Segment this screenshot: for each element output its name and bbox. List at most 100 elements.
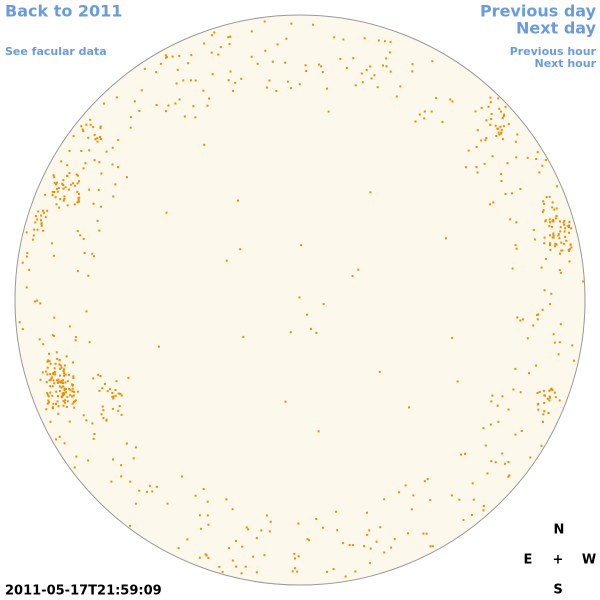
facula: [227, 79, 230, 82]
facula: [100, 413, 103, 416]
facula: [497, 420, 500, 423]
facula: [563, 219, 566, 222]
facula: [568, 260, 571, 263]
facula: [48, 352, 50, 355]
facula: [33, 228, 36, 231]
facula: [293, 552, 296, 555]
facula: [67, 188, 70, 191]
facula: [57, 380, 60, 383]
facula: [114, 183, 117, 186]
previous-hour-link[interactable]: Previous hour: [510, 45, 597, 58]
facula: [538, 171, 541, 174]
facula: [205, 554, 208, 557]
facula: [54, 196, 57, 199]
facular-link[interactable]: See facular data: [5, 45, 107, 58]
facula: [227, 36, 230, 39]
facula: [53, 181, 56, 184]
next-day-link[interactable]: Next day: [516, 19, 597, 38]
facula: [49, 385, 52, 388]
facula: [557, 234, 560, 237]
facula: [66, 380, 69, 383]
facula: [34, 215, 37, 218]
facula: [62, 385, 65, 388]
facula: [540, 444, 543, 447]
facula: [482, 509, 485, 512]
facula: [532, 229, 535, 231]
facula: [182, 79, 185, 82]
facula: [558, 269, 561, 272]
facula: [181, 475, 183, 478]
facula: [265, 86, 268, 89]
facula: [412, 494, 415, 497]
facula: [199, 527, 202, 530]
facula: [514, 140, 517, 143]
facula: [449, 98, 452, 101]
facula: [99, 126, 102, 129]
facula: [423, 480, 426, 483]
facula: [404, 484, 407, 487]
facula: [52, 254, 55, 257]
facula: [546, 397, 549, 400]
facula: [115, 380, 118, 383]
facula: [103, 383, 106, 385]
compass-center: +: [553, 553, 564, 568]
facula: [544, 219, 547, 222]
facula: [92, 437, 95, 440]
facula: [451, 336, 454, 339]
facula: [98, 389, 101, 392]
facula: [556, 185, 558, 188]
facula: [151, 490, 154, 493]
facula: [206, 514, 209, 517]
facula: [82, 167, 85, 170]
facula: [568, 250, 571, 252]
facula: [502, 125, 505, 128]
facula: [242, 335, 245, 338]
next-hour-link[interactable]: Next hour: [535, 57, 597, 70]
facula: [32, 234, 35, 237]
facula: [504, 105, 507, 108]
facula: [83, 252, 86, 254]
facula: [304, 64, 307, 67]
facula: [89, 118, 92, 121]
facula: [138, 489, 141, 492]
facula: [241, 545, 244, 548]
facula: [560, 249, 563, 252]
facula: [357, 268, 360, 271]
facula: [550, 225, 553, 228]
facula: [332, 568, 335, 571]
facula: [542, 389, 545, 392]
facula: [450, 494, 453, 497]
facula: [363, 37, 366, 40]
facula: [501, 452, 504, 455]
facula: [53, 382, 56, 385]
back-link[interactable]: Back to 2011: [5, 2, 122, 21]
facula: [557, 353, 560, 356]
facula: [47, 395, 50, 398]
facula: [398, 491, 401, 494]
facula: [101, 387, 104, 390]
facula: [552, 220, 555, 223]
facula: [65, 355, 68, 358]
previous-day-link[interactable]: Previous day: [480, 2, 597, 21]
facula: [537, 402, 540, 405]
facula: [467, 149, 470, 152]
facula: [548, 234, 551, 237]
facula: [76, 182, 79, 185]
facula: [58, 206, 61, 209]
facula: [564, 227, 567, 230]
facula: [60, 381, 63, 384]
facula: [66, 204, 69, 207]
facula: [445, 237, 447, 240]
facula: [429, 545, 432, 548]
facula: [91, 252, 94, 255]
facula: [490, 460, 493, 463]
facula: [519, 187, 522, 190]
facula: [39, 302, 42, 305]
facula: [559, 323, 562, 326]
facula: [543, 394, 546, 397]
facula: [56, 400, 59, 403]
facula: [514, 433, 517, 436]
facula: [322, 526, 324, 529]
facula: [385, 65, 388, 68]
facula: [352, 57, 355, 60]
